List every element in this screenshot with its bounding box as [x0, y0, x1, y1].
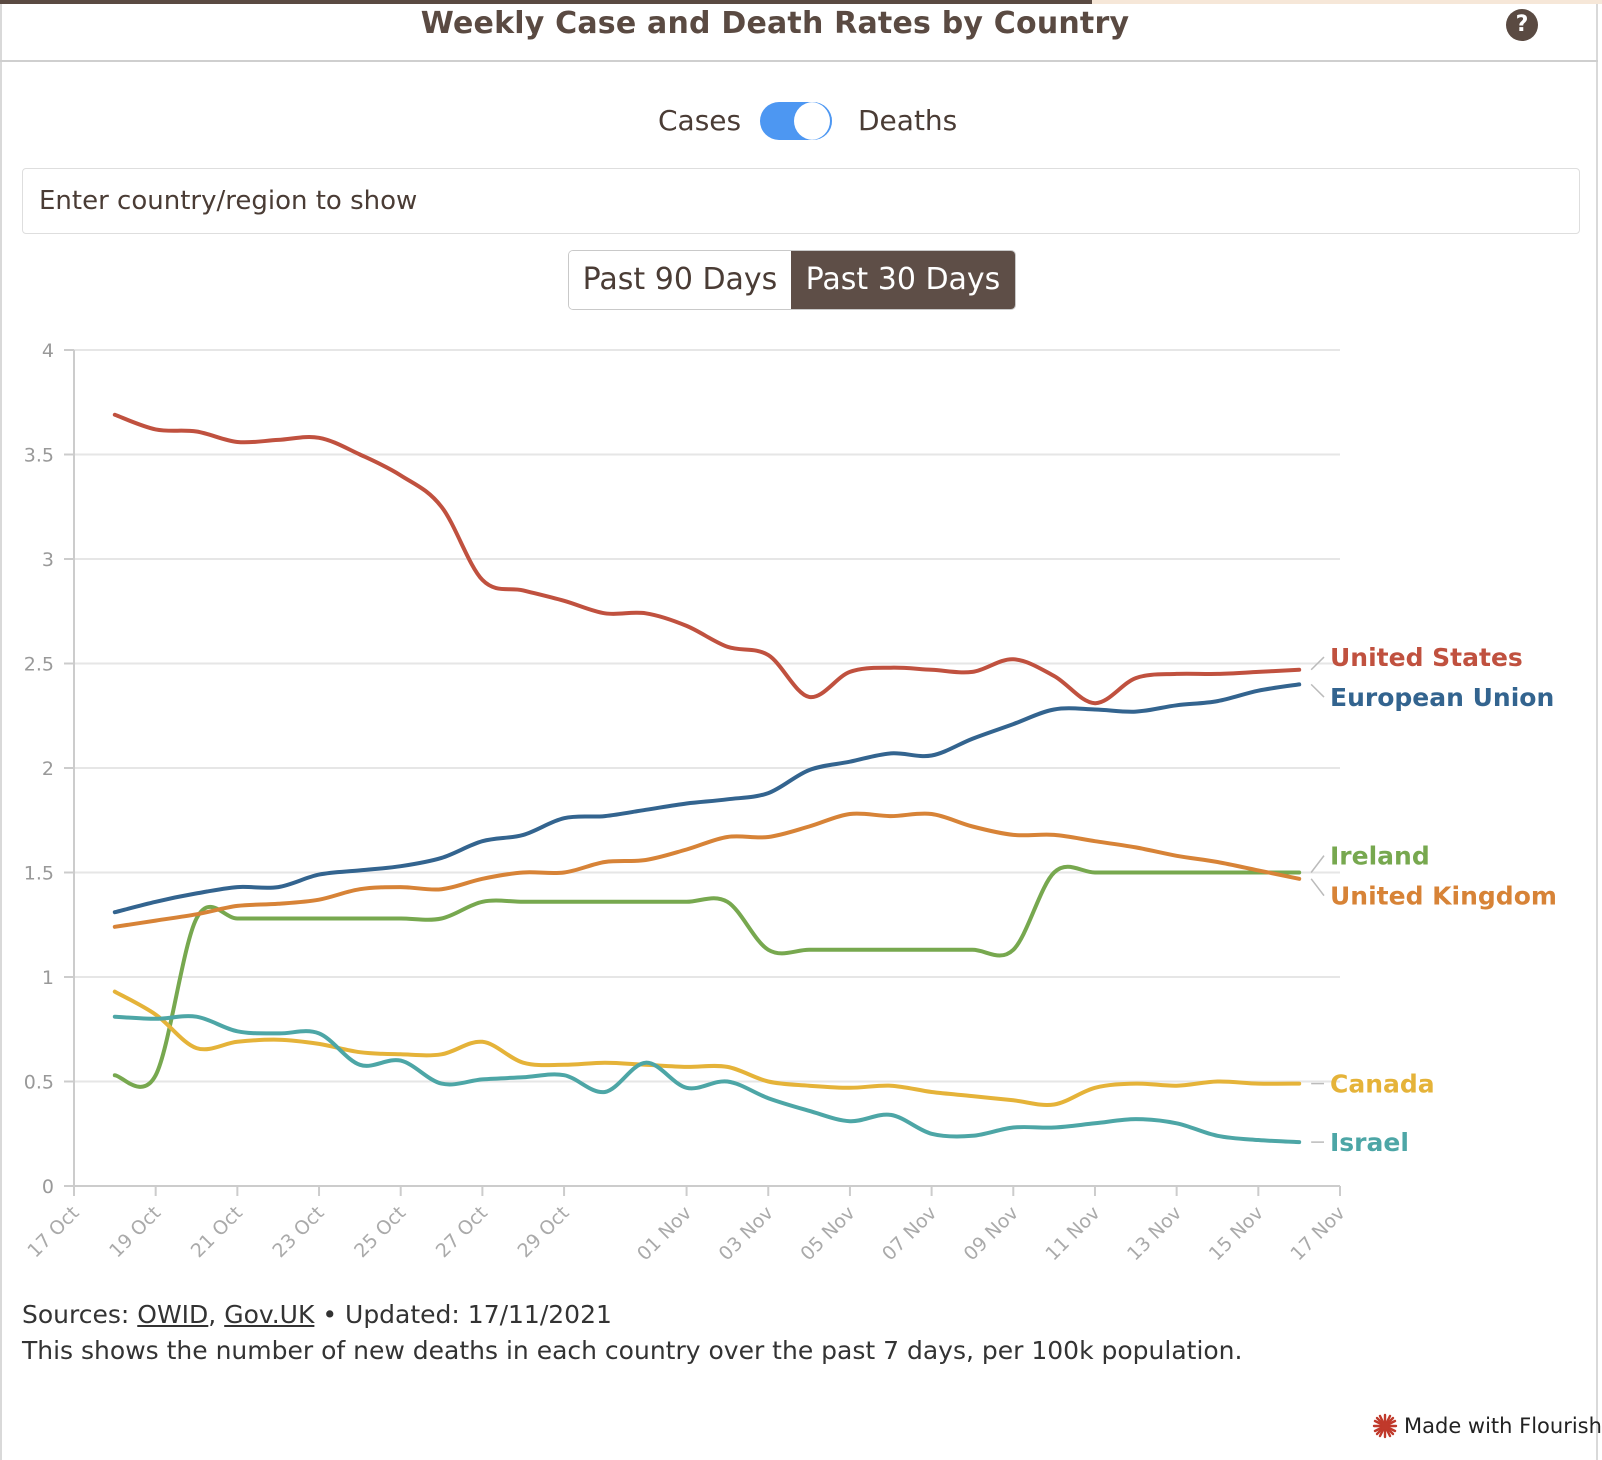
x-tick-label: 21 Oct: [187, 1202, 247, 1260]
x-tick-label: 27 Oct: [432, 1202, 492, 1260]
label-connector: [1310, 878, 1325, 897]
y-tick-label: 3: [42, 549, 54, 571]
govuk-link[interactable]: Gov.UK: [224, 1300, 315, 1329]
question-circle-icon[interactable]: ?: [1506, 9, 1538, 41]
label-connector: [1310, 683, 1325, 698]
x-tick-label: 07 Nov: [878, 1202, 941, 1260]
y-tick-label: 4: [42, 340, 54, 362]
series-line-european-union: [112, 682, 1302, 915]
series-label-united-states: United States: [1330, 643, 1523, 672]
y-tick-label: 1.5: [24, 863, 54, 885]
x-tick-label: 05 Nov: [796, 1202, 859, 1260]
series-line-ireland: [112, 864, 1302, 1089]
cases-deaths-switch[interactable]: [760, 102, 832, 140]
x-tick-label: 23 Oct: [268, 1202, 328, 1260]
y-tick-label: 0: [42, 1176, 54, 1198]
sources-separator: ,: [208, 1300, 225, 1329]
x-tick-label: 03 Nov: [715, 1202, 778, 1260]
x-tick-label: 29 Oct: [513, 1202, 573, 1260]
series-label-european-union: European Union: [1330, 683, 1554, 712]
updated-text: • Updated: 17/11/2021: [314, 1300, 612, 1329]
y-tick-label: 1: [42, 967, 54, 989]
series-line-israel: [112, 1014, 1302, 1145]
header: Weekly Case and Death Rates by Country ?: [0, 0, 1598, 62]
toggle-label-deaths[interactable]: Deaths: [858, 104, 958, 137]
switch-knob[interactable]: [794, 102, 832, 140]
series-label-ireland: Ireland: [1330, 842, 1430, 871]
line-chart: 0 0.5 1 1.5 2 2.5 3 3.5 4 17 Oct 19 Oct 21 Oct 23 Oc…: [23, 340, 1557, 1260]
series-line-united-states: [112, 412, 1302, 706]
page-title: Weekly Case and Death Rates by Country: [420, 6, 1130, 41]
y-tick-label: 2: [42, 758, 54, 780]
toggle-label-cases[interactable]: Cases: [658, 104, 742, 137]
y-tick-label: 0.5: [24, 1072, 54, 1094]
x-tick-label: 13 Nov: [1123, 1202, 1186, 1260]
x-tick-label: 19 Oct: [105, 1202, 165, 1260]
flourish-logo-icon: [1372, 1413, 1398, 1439]
series-label-united-kingdom: United Kingdom: [1330, 882, 1557, 911]
top-accent-bar-light: [1092, 0, 1602, 4]
flourish-label: Made with Flourish: [1404, 1414, 1602, 1438]
label-connector: [1310, 656, 1325, 671]
label-connector: [1310, 855, 1325, 873]
series-line-united-kingdom: [112, 811, 1302, 929]
y-tick-label: 3.5: [24, 445, 54, 467]
y-tick-label: 2.5: [24, 654, 54, 676]
chart-description: This shows the number of new deaths in e…: [22, 1336, 1243, 1365]
x-tick-label: 09 Nov: [960, 1202, 1023, 1260]
x-tick-label: 17 Oct: [23, 1202, 83, 1260]
range-selector: Past 90 Days Past 30 Days: [568, 250, 1016, 310]
x-tick-label: 15 Nov: [1205, 1202, 1268, 1260]
x-tick-label: 11 Nov: [1041, 1202, 1104, 1260]
x-tick-label: 25 Oct: [350, 1202, 410, 1260]
series-label-canada: Canada: [1330, 1070, 1435, 1099]
metric-toggle-row: Cases Deaths: [0, 100, 1598, 144]
series-label-israel: Israel: [1330, 1128, 1409, 1157]
past-90-days-button[interactable]: Past 90 Days: [569, 251, 791, 309]
sources-prefix: Sources:: [22, 1300, 138, 1329]
x-tick-label: 01 Nov: [633, 1202, 696, 1260]
past-30-days-button[interactable]: Past 30 Days: [791, 251, 1015, 309]
top-accent-bar: [0, 0, 1092, 4]
series-line-canada: [112, 989, 1302, 1107]
sources-line: Sources: OWID, Gov.UK • Updated: 17/11/2…: [22, 1300, 612, 1329]
x-tick-label: 17 Nov: [1286, 1202, 1349, 1260]
country-search-input[interactable]: [22, 168, 1580, 234]
owid-link[interactable]: OWID: [137, 1300, 209, 1329]
made-with-flourish-link[interactable]: Made with Flourish: [1372, 1411, 1602, 1441]
